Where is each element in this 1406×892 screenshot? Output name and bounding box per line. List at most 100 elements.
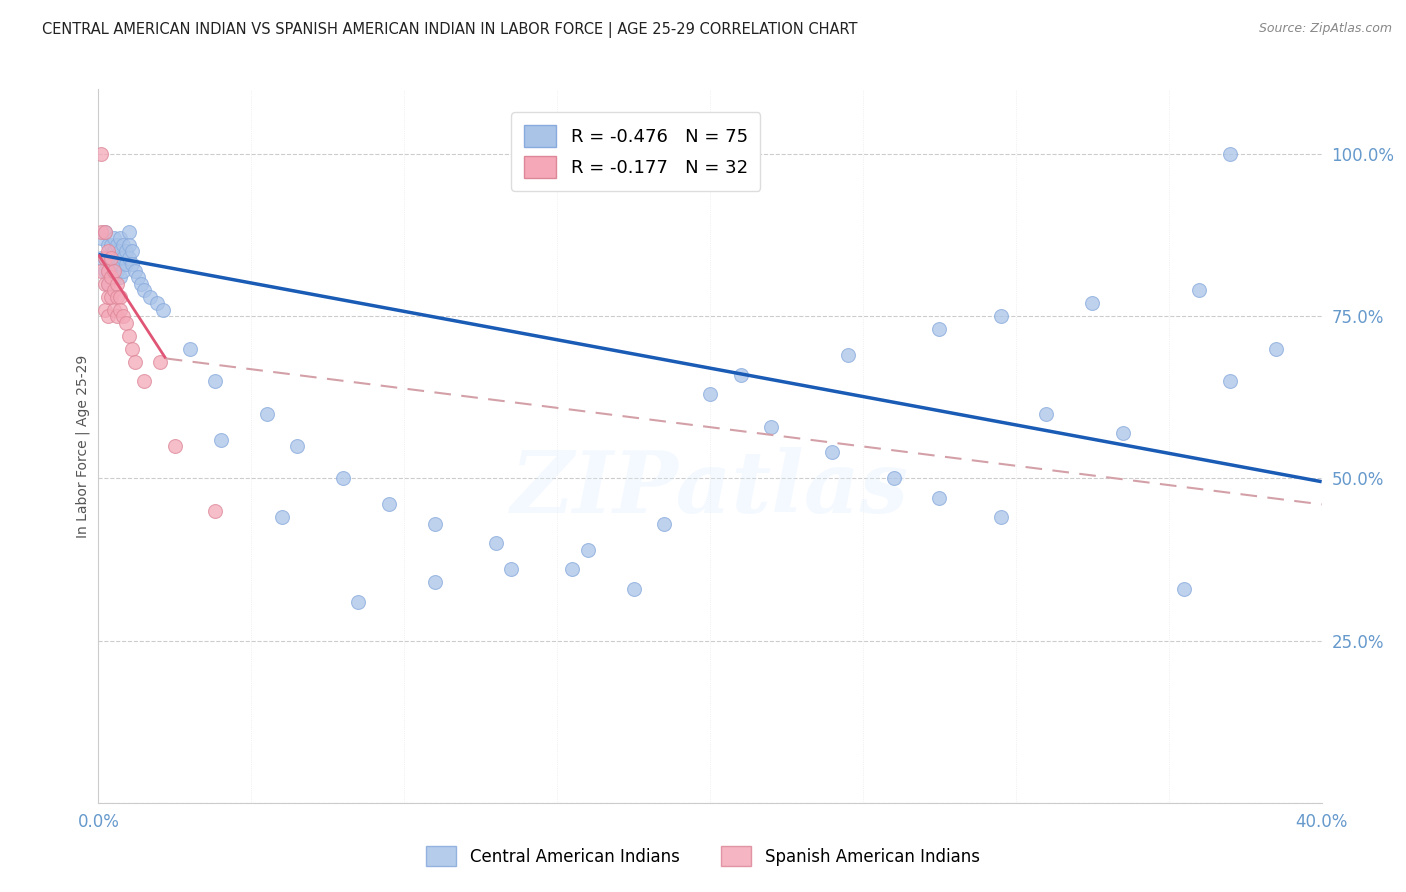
Point: [111, 238, 134, 252]
Point: [108, 231, 131, 245]
Point: [759, 419, 782, 434]
Point: [1173, 582, 1195, 596]
Point: [124, 264, 146, 278]
Point: [378, 497, 401, 511]
Point: [699, 387, 721, 401]
Point: [1188, 283, 1211, 297]
Point: [105, 251, 128, 265]
Legend: Central American Indians, Spanish American Indians: Central American Indians, Spanish Americ…: [418, 838, 988, 875]
Point: [730, 368, 752, 382]
Text: ZIPatlas: ZIPatlas: [510, 447, 910, 531]
Point: [97, 264, 120, 278]
Point: [100, 251, 122, 265]
Y-axis label: In Labor Force | Age 25-29: In Labor Force | Age 25-29: [76, 354, 90, 538]
Point: [103, 264, 125, 278]
Point: [108, 290, 131, 304]
Point: [93, 302, 115, 317]
Point: [111, 251, 134, 265]
Point: [97, 244, 120, 259]
Point: [93, 251, 115, 265]
Point: [105, 290, 128, 304]
Point: [97, 251, 120, 265]
Point: [105, 310, 128, 324]
Point: [179, 342, 201, 356]
Point: [97, 264, 120, 278]
Point: [100, 251, 122, 265]
Point: [209, 433, 232, 447]
Point: [105, 238, 128, 252]
Point: [121, 342, 143, 356]
Point: [928, 322, 950, 336]
Point: [121, 244, 143, 259]
Point: [124, 354, 146, 368]
Point: [90, 231, 112, 245]
Point: [100, 290, 122, 304]
Point: [1081, 296, 1104, 310]
Text: CENTRAL AMERICAN INDIAN VS SPANISH AMERICAN INDIAN IN LABOR FORCE | AGE 25-29 CO: CENTRAL AMERICAN INDIAN VS SPANISH AMERI…: [42, 22, 858, 38]
Point: [103, 257, 125, 271]
Point: [103, 270, 125, 285]
Point: [883, 471, 905, 485]
Point: [149, 354, 172, 368]
Point: [485, 536, 508, 550]
Point: [821, 445, 844, 459]
Point: [990, 310, 1012, 324]
Point: [97, 277, 120, 291]
Point: [115, 257, 138, 271]
Point: [97, 290, 120, 304]
Point: [561, 562, 583, 576]
Point: [1219, 374, 1241, 388]
Point: [347, 595, 370, 609]
Point: [90, 147, 112, 161]
Point: [105, 264, 128, 278]
Point: [105, 277, 128, 291]
Point: [118, 225, 141, 239]
Point: [423, 516, 446, 531]
Point: [108, 270, 131, 285]
Point: [100, 238, 122, 252]
Legend: R = -0.476   N = 75, R = -0.177   N = 32: R = -0.476 N = 75, R = -0.177 N = 32: [512, 112, 761, 191]
Point: [103, 231, 125, 245]
Point: [108, 244, 131, 259]
Point: [93, 264, 115, 278]
Point: [127, 270, 149, 285]
Point: [103, 283, 125, 297]
Point: [145, 296, 167, 310]
Point: [97, 238, 120, 252]
Point: [1035, 407, 1057, 421]
Point: [928, 491, 950, 505]
Point: [90, 251, 112, 265]
Point: [118, 328, 141, 343]
Point: [93, 225, 115, 239]
Point: [270, 510, 292, 524]
Point: [134, 374, 156, 388]
Point: [163, 439, 186, 453]
Point: [129, 277, 152, 291]
Point: [139, 290, 162, 304]
Point: [204, 374, 226, 388]
Point: [93, 277, 115, 291]
Point: [501, 562, 523, 576]
Point: [990, 510, 1012, 524]
Point: [204, 504, 226, 518]
Point: [652, 516, 675, 531]
Point: [576, 542, 599, 557]
Point: [256, 407, 278, 421]
Point: [118, 251, 141, 265]
Point: [115, 244, 138, 259]
Point: [118, 238, 141, 252]
Point: [108, 257, 131, 271]
Point: [90, 225, 112, 239]
Point: [103, 244, 125, 259]
Point: [93, 225, 115, 239]
Point: [152, 302, 174, 317]
Point: [100, 270, 122, 285]
Point: [837, 348, 859, 362]
Point: [90, 264, 112, 278]
Point: [1264, 342, 1286, 356]
Point: [97, 277, 120, 291]
Point: [1112, 425, 1135, 440]
Point: [97, 310, 120, 324]
Point: [121, 257, 143, 271]
Point: [623, 582, 645, 596]
